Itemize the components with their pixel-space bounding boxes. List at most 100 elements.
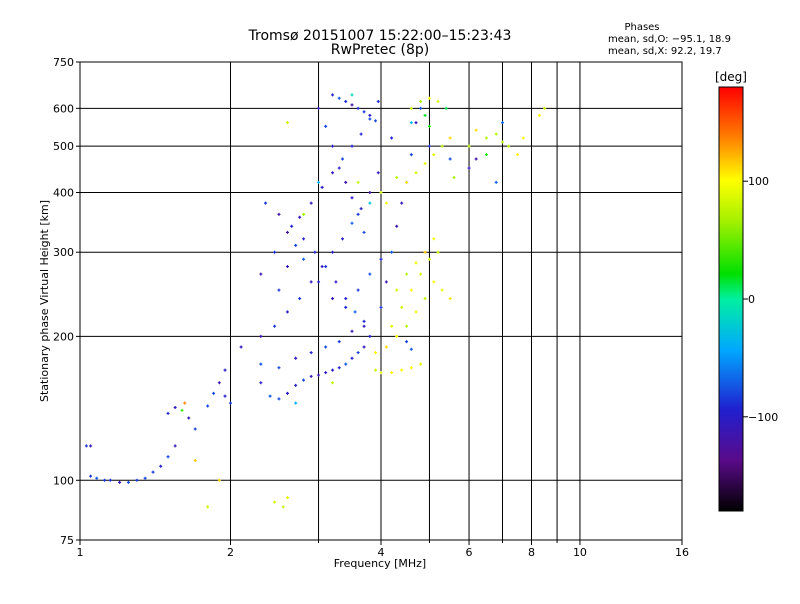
data-point — [379, 257, 383, 261]
chart-title: Tromsø 20151007 15:22:00–15:23:43 — [248, 28, 512, 44]
data-point — [290, 224, 294, 228]
data-point — [344, 100, 348, 104]
data-point — [515, 153, 519, 157]
data-point — [374, 351, 378, 355]
data-point — [356, 180, 360, 184]
data-point — [474, 128, 478, 132]
data-point — [173, 444, 177, 448]
data-point — [277, 212, 281, 216]
data-point — [484, 153, 488, 157]
data-point — [409, 153, 413, 157]
data-point — [331, 381, 335, 385]
data-point — [135, 478, 139, 482]
data-point — [217, 478, 221, 482]
data-point — [444, 106, 448, 110]
phase-summary-o-mode: mean, sd,O: −95.1, 18.9 — [608, 34, 731, 45]
y-tick-label: 750 — [53, 56, 74, 69]
x-axis-ticks: 1 2 4 6 8 10 16 — [77, 540, 689, 559]
data-point — [414, 171, 418, 175]
data-point — [405, 180, 409, 184]
data-point — [368, 334, 372, 338]
data-point — [103, 478, 107, 482]
data-point — [302, 237, 306, 241]
data-point — [376, 171, 380, 175]
data-point — [379, 305, 383, 309]
x-tick-label: 4 — [378, 546, 385, 559]
x-tick-label: 6 — [466, 546, 473, 559]
data-point — [223, 368, 227, 372]
data-point — [126, 480, 130, 484]
data-point — [405, 340, 409, 344]
data-point — [400, 305, 404, 309]
x-tick-label: 8 — [528, 546, 535, 559]
data-point — [427, 96, 431, 100]
data-point — [281, 505, 285, 509]
data-point — [294, 401, 298, 405]
data-point — [183, 401, 187, 405]
data-point — [368, 117, 372, 121]
chart-subtitle: RwPretec (8p) — [331, 42, 429, 58]
data-point — [362, 345, 366, 349]
data-point — [368, 113, 372, 117]
data-point — [331, 297, 335, 301]
data-point — [362, 324, 366, 328]
data-point — [440, 144, 444, 148]
grid-lines — [80, 62, 682, 540]
data-point — [277, 366, 281, 370]
data-point — [309, 351, 313, 355]
data-point — [423, 161, 427, 165]
data-point — [320, 265, 324, 269]
data-point — [507, 144, 511, 148]
data-point — [285, 230, 289, 234]
data-point — [337, 166, 341, 170]
data-point — [298, 297, 302, 301]
colorbar: [deg] 100 0 −100 — [715, 70, 778, 512]
data-point — [501, 140, 505, 144]
data-point — [474, 157, 478, 161]
data-point — [414, 261, 418, 265]
data-point — [340, 237, 344, 241]
data-point — [294, 383, 298, 387]
data-point — [384, 280, 388, 284]
data-point — [84, 444, 88, 448]
data-points — [84, 93, 547, 509]
data-point — [298, 215, 302, 219]
data-point — [294, 243, 298, 247]
y-axis-ticks: 75 100 200 300 400 500 600 750 — [53, 56, 80, 547]
data-point — [423, 113, 427, 117]
data-point — [320, 185, 324, 189]
y-tick-label: 500 — [53, 140, 74, 153]
data-point — [285, 121, 289, 125]
data-point — [467, 166, 471, 170]
data-point — [390, 250, 394, 254]
data-point — [294, 356, 298, 360]
data-point — [414, 310, 418, 314]
data-point — [362, 230, 366, 234]
y-tick-label: 300 — [53, 246, 74, 259]
data-point — [317, 106, 321, 110]
data-point — [395, 224, 399, 228]
data-point — [337, 366, 341, 370]
data-point — [159, 464, 163, 468]
data-point — [268, 394, 272, 398]
data-point — [390, 136, 394, 140]
x-axis-label: Frequency [MHz] — [334, 557, 426, 570]
data-point — [313, 250, 317, 254]
data-point — [173, 405, 177, 409]
colorbar-tick-label: 100 — [748, 175, 769, 188]
data-point — [419, 362, 423, 366]
data-point — [494, 180, 498, 184]
data-point — [484, 136, 488, 140]
data-point — [362, 110, 366, 114]
y-tick-label: 100 — [53, 474, 74, 487]
data-point — [212, 391, 216, 395]
data-point — [350, 356, 354, 360]
data-point — [331, 171, 335, 175]
data-point — [423, 297, 427, 301]
data-point — [180, 408, 184, 412]
data-point — [384, 345, 388, 349]
data-point — [432, 237, 436, 241]
data-point — [427, 257, 431, 261]
data-point — [217, 381, 221, 385]
